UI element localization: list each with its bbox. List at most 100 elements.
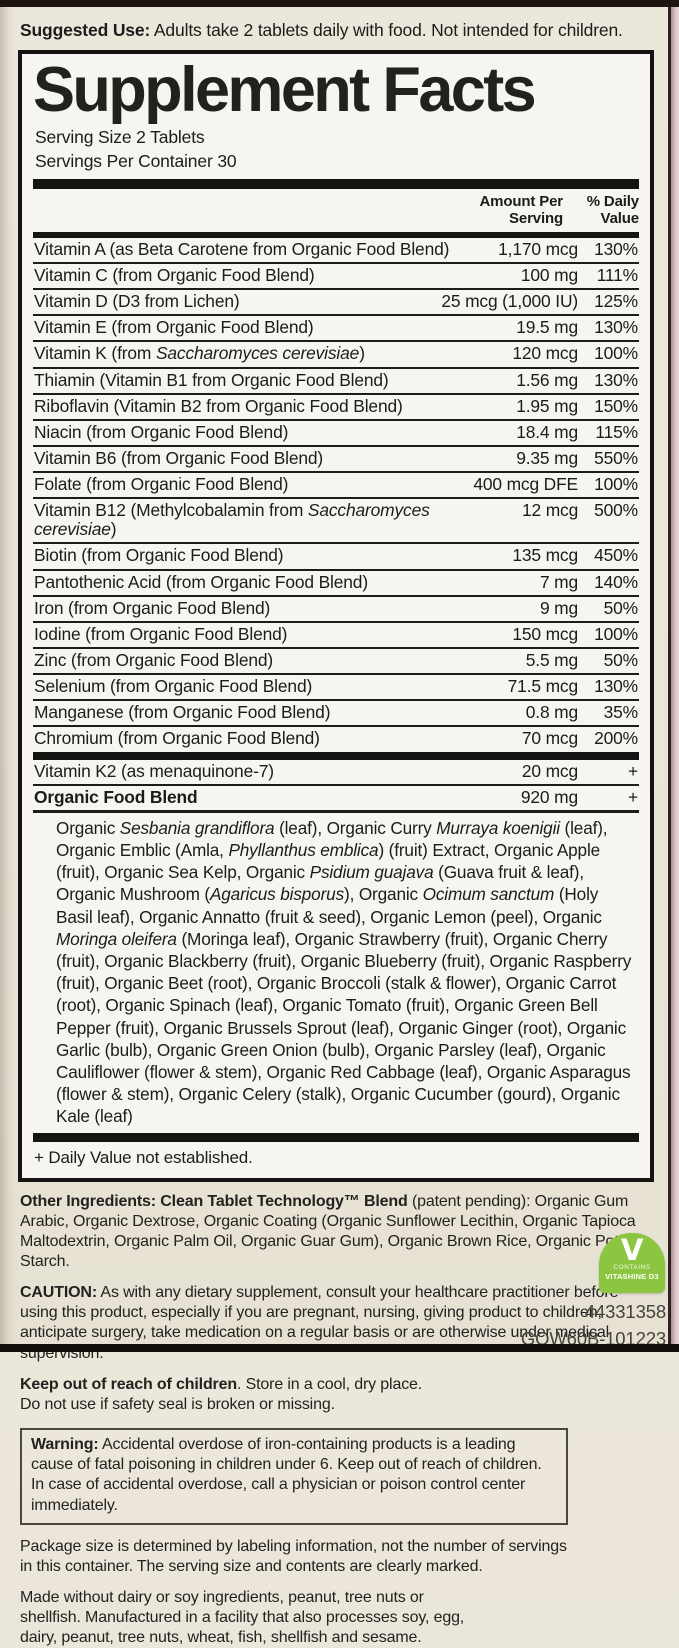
table-row: Vitamin E (from Organic Food Blend) 19.5 … — [33, 314, 639, 340]
nutrient-amount: 150 mcg — [512, 623, 578, 644]
nutrient-daily-value: 550% — [594, 447, 638, 468]
nutrient-name: Vitamin K2 (as menaquinone-7) — [34, 760, 274, 781]
nutrient-daily-value: 125% — [594, 291, 638, 312]
nutrient-amount: 18.4 mg — [516, 421, 578, 442]
table-row: Riboflavin (Vitamin B2 from Organic Food… — [33, 392, 639, 419]
nutrient-amount: 7 mg — [539, 571, 578, 592]
warning-body: Accidental overdose of iron-containing p… — [31, 1435, 542, 1514]
nutrient-amount: 70 mcg — [521, 728, 578, 749]
nutrient-name: Biotin (from Organic Food Blend) — [34, 545, 284, 566]
nutrient-name: Vitamin B12 (Methylcobalamin from Saccha… — [34, 500, 430, 540]
badge-vitashine-text: VITASHINE D3 — [605, 1272, 659, 1281]
iron-warning-box: Warning: Accidental overdose of iron-con… — [20, 1427, 568, 1525]
nutrient-name: Manganese (from Organic Food Blend) — [34, 702, 331, 723]
label-bottom-edge — [0, 1344, 679, 1352]
vitashine-v-icon: V — [620, 1233, 644, 1267]
nutrient-daily-value: 100% — [594, 343, 638, 364]
badge-contains-text: CONTAINS — [613, 1264, 651, 1271]
table-row: Folate (from Organic Food Blend) 400 mcg … — [33, 471, 639, 497]
divider-thick — [33, 751, 639, 760]
nutrient-name: Zinc (from Organic Food Blend) — [34, 650, 274, 671]
nutrient-amount: 5.5 mg — [525, 650, 578, 671]
nutrient-daily-value: + — [627, 760, 638, 781]
nutrient-amount: 9.35 mg — [516, 447, 578, 468]
nutrient-daily-value: 130% — [594, 317, 638, 338]
table-row: Vitamin B6 (from Organic Food Blend) 9.35… — [33, 444, 639, 471]
nutrient-name: Vitamin C (from Organic Food Blend) — [34, 264, 315, 285]
blend-section: Organic Sesbania grandiflora (leaf), Org… — [33, 809, 639, 1128]
nutrient-daily-value: + — [627, 786, 638, 807]
table-row: Vitamin A (as Beta Carotene from Organic… — [33, 238, 639, 262]
suggested-use-lead: Suggested Use: — [20, 20, 151, 40]
label-right-edge — [668, 0, 679, 1352]
nutrient-daily-value: 130% — [594, 369, 638, 390]
nutrient-daily-value: 130% — [594, 676, 638, 697]
table-row: Manganese (from Organic Food Blend) 0.8 m… — [33, 699, 639, 725]
keep-out-of-reach-text: Keep out of reach of children. Store in … — [20, 1375, 657, 1395]
nutrient-amount: 1.95 mg — [516, 395, 578, 416]
keep-out-body: . Store in a cool, dry place. — [237, 1376, 423, 1394]
nutrient-amount: 71.5 mcg — [507, 676, 578, 697]
nutrient-amount: 25 mcg (1,000 IU) — [441, 291, 578, 312]
safety-seal-text: Do not use if safety seal is broken or m… — [20, 1396, 335, 1414]
nutrient-table-extra: Vitamin K2 (as menaquinone-7) 20 mcg + Orga… — [33, 760, 639, 810]
nutrient-daily-value: 35% — [603, 702, 639, 723]
nutrient-amount: 400 mcg DFE — [473, 474, 578, 495]
servings-per-container: Servings Per Container 30 — [35, 150, 237, 171]
nutrient-daily-value: 450% — [594, 545, 638, 566]
nutrient-name: Organic Food Blend — [34, 786, 198, 807]
table-row: Biotin (from Organic Food Blend) 135 mcg 4… — [33, 542, 639, 568]
nutrient-daily-value: 500% — [594, 500, 638, 521]
label-footer: Other Ingredients: Clean Tablet Technolo… — [0, 1192, 679, 1648]
column-header-amount: Amount Per Serving — [479, 193, 563, 227]
vitashine-d3-badge: V CONTAINS VITASHINE D3 — [599, 1233, 665, 1293]
lot-code-1: 44331358 — [584, 1301, 666, 1322]
nutrient-daily-value: 100% — [594, 474, 638, 495]
suggested-use-body: Adults take 2 tablets daily with food. N… — [150, 20, 623, 40]
table-row: Niacin (from Organic Food Blend) 18.4 mg 1… — [33, 418, 639, 445]
table-row: Vitamin C (from Organic Food Blend) 100 m… — [33, 261, 639, 288]
table-row: Vitamin B12 (Methylcobalamin from Saccha… — [33, 497, 639, 542]
nutrient-amount: 135 mcg — [512, 545, 578, 566]
nutrient-name: Pantothenic Acid (from Organic Food Blen… — [34, 571, 368, 592]
daily-value-footnote: + Daily Value not established. — [34, 1147, 253, 1167]
column-header-daily-value: % Daily Value — [586, 193, 639, 227]
divider-thick — [33, 1132, 639, 1142]
nutrient-name: Niacin (from Organic Food Blend) — [34, 421, 289, 442]
nutrient-daily-value: 200% — [594, 728, 638, 749]
nutrient-amount: 100 mg — [520, 264, 578, 285]
table-row: Vitamin D (D3 from Lichen) 25 mcg (1,000 … — [33, 288, 639, 314]
nutrient-daily-value: 115% — [595, 421, 638, 442]
nutrient-amount: 1.56 mg — [516, 369, 578, 390]
divider-medium — [33, 231, 639, 238]
table-header: Amount Per Serving % Daily Value — [33, 189, 639, 232]
nutrient-daily-value: 100% — [594, 623, 638, 644]
lot-code-2: GOW60B-101223 — [520, 1327, 666, 1349]
organic-food-blend-ingredients: Organic Sesbania grandiflora (leaf), Org… — [56, 817, 632, 1127]
nutrient-daily-value: 50% — [603, 597, 639, 618]
label-top-edge — [0, 0, 679, 7]
nutrient-daily-value: 130% — [594, 238, 638, 259]
nutrient-amount: 120 mcg — [512, 343, 578, 364]
allergen-text: Made without dairy or soy ingredients, p… — [20, 1588, 465, 1647]
other-ingredients-text: Other Ingredients: Clean Tablet Technolo… — [20, 1192, 657, 1273]
table-row: Vitamin K2 (as menaquinone-7) 20 mcg + — [33, 760, 639, 784]
nutrient-name: Iron (from Organic Food Blend) — [34, 597, 271, 618]
suggested-use-text: Suggested Use: Adults take 2 tablets dai… — [0, 0, 679, 50]
nutrient-amount: 9 mg — [539, 597, 578, 618]
table-row: Thiamin (Vitamin B1 from Organic Food Bl… — [33, 366, 639, 393]
supplement-facts-panel: Supplement Facts Serving Size 2 Tablets … — [18, 50, 654, 1182]
nutrient-name: Vitamin K (from Saccharomyces cerevisiae… — [34, 343, 365, 364]
nutrient-daily-value: 150% — [594, 395, 638, 416]
nutrient-name: Vitamin E (from Organic Food Blend) — [34, 317, 314, 338]
table-row: Selenium (from Organic Food Blend) 71.5 m… — [33, 673, 639, 699]
nutrient-daily-value: 140% — [594, 571, 638, 592]
warning-lead: Warning: — [31, 1435, 99, 1453]
nutrient-name: Iodine (from Organic Food Blend) — [34, 623, 288, 644]
nutrient-name: Vitamin D (D3 from Lichen) — [34, 291, 240, 312]
divider-thick — [33, 179, 639, 190]
nutrient-amount: 0.8 mg — [525, 702, 578, 723]
table-row: Zinc (from Organic Food Blend) 5.5 mg 50% — [33, 647, 639, 673]
nutrient-name: Thiamin (Vitamin B1 from Organic Food Bl… — [34, 369, 389, 390]
